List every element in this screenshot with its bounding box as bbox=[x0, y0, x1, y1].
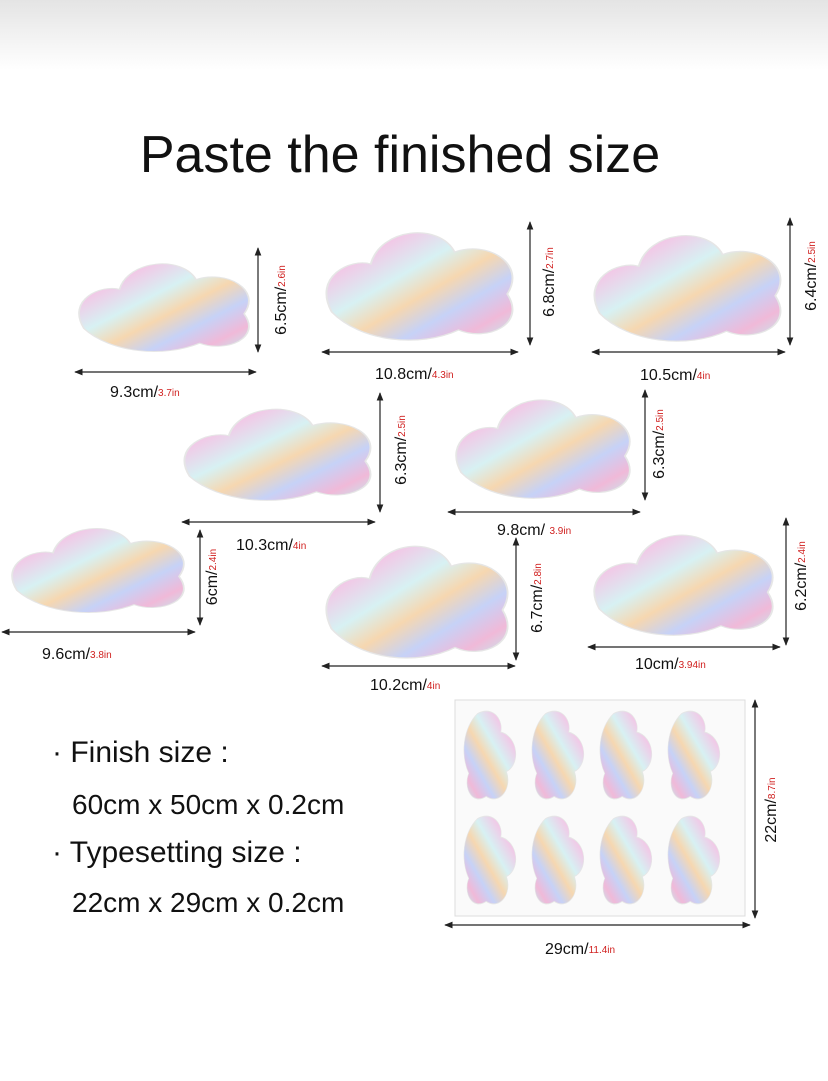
label-cm: 10.3cm/ bbox=[236, 537, 293, 554]
top-shade bbox=[0, 0, 828, 70]
cloud-body bbox=[667, 815, 720, 905]
label-in: 8.7in bbox=[767, 777, 778, 799]
cloud-body bbox=[599, 815, 652, 905]
dimension-label: 10.3cm/4in bbox=[236, 537, 306, 554]
label-in: 2.5in bbox=[397, 415, 408, 437]
dimension-label: 6.5cm/2.6in bbox=[273, 265, 290, 335]
dimension-label: 29cm/11.4in bbox=[545, 941, 615, 958]
dimension-label: 6cm/2.4in bbox=[204, 549, 221, 605]
label-cm: 6.8cm/ bbox=[541, 268, 558, 317]
dimension-label: 9.8cm/ 3.9in bbox=[497, 522, 571, 539]
cloud-body bbox=[455, 399, 631, 499]
dimension-label: 22cm/8.7in bbox=[763, 777, 780, 842]
label-cm: 6.3cm/ bbox=[651, 430, 668, 479]
label-in: 2.8in bbox=[533, 563, 544, 585]
label-cm: 9.3cm/ bbox=[110, 384, 159, 401]
label-cm: 9.6cm/ bbox=[42, 646, 91, 663]
spec-label: · Finish size : bbox=[52, 736, 229, 769]
label-cm: 29cm/ bbox=[545, 941, 589, 958]
spec-value: 22cm x 29cm x 0.2cm bbox=[72, 887, 344, 918]
cloud-body bbox=[593, 235, 782, 342]
label-in: 3.7in bbox=[158, 388, 180, 399]
label-cm: 6.4cm/ bbox=[803, 262, 820, 311]
label-cm: 6.7cm/ bbox=[529, 584, 546, 633]
label-in: 3.94in bbox=[679, 660, 706, 671]
dimension-label: 10.2cm/4in bbox=[370, 677, 440, 694]
label-cm: 6.2cm/ bbox=[793, 562, 810, 611]
cloud-body bbox=[463, 710, 516, 800]
cloud-body bbox=[531, 815, 584, 905]
spec-value: 60cm x 50cm x 0.2cm bbox=[72, 789, 344, 820]
cloud-body bbox=[599, 710, 652, 800]
dimension-label: 6.4cm/2.5in bbox=[803, 241, 820, 311]
cloud-body bbox=[78, 263, 250, 352]
label-in: 2.5in bbox=[655, 409, 666, 431]
label-cm: 6.3cm/ bbox=[393, 436, 410, 485]
label-cm: 9.8cm/ bbox=[497, 522, 549, 539]
dimension-label: 6.8cm/2.7in bbox=[541, 247, 558, 317]
label-in: 4.3in bbox=[432, 370, 454, 381]
label-cm: 22cm/ bbox=[763, 799, 780, 843]
label-in: 2.6in bbox=[277, 265, 288, 287]
cloud-body bbox=[325, 232, 514, 341]
spec-label: · Typesetting size : bbox=[52, 836, 302, 869]
dimension-label: 6.3cm/2.5in bbox=[651, 409, 668, 479]
cloud-body bbox=[325, 545, 509, 659]
label-cm: 6.5cm/ bbox=[273, 286, 290, 335]
label-in: 4in bbox=[293, 541, 306, 552]
cloud-body bbox=[463, 815, 516, 905]
title: Paste the finished size bbox=[140, 126, 660, 184]
dimension-label: 9.6cm/3.8in bbox=[42, 646, 112, 663]
dimension-label: 10.5cm/4in bbox=[640, 367, 710, 384]
label-cm: 10.5cm/ bbox=[640, 367, 697, 384]
label-in: 2.5in bbox=[807, 241, 818, 263]
dimension-label: 6.3cm/2.5in bbox=[393, 415, 410, 485]
label-in: 3.8in bbox=[90, 650, 112, 661]
label-in: 2.7in bbox=[545, 247, 556, 269]
label-in: 4in bbox=[697, 371, 710, 382]
label-in: 3.9in bbox=[549, 526, 571, 537]
dimension-label: 9.3cm/3.7in bbox=[110, 384, 180, 401]
cloud-body bbox=[531, 710, 584, 800]
label-cm: 10.8cm/ bbox=[375, 366, 432, 383]
cloud-body bbox=[667, 710, 720, 800]
label-in: 11.4in bbox=[589, 945, 616, 956]
label-in: 2.4in bbox=[797, 541, 808, 563]
dimension-label: 10.8cm/4.3in bbox=[375, 366, 454, 383]
dimension-label: 6.7cm/2.8in bbox=[529, 563, 546, 633]
dimension-label: 10cm/3.94in bbox=[635, 656, 706, 673]
label-in: 4in bbox=[427, 681, 440, 692]
cloud-body bbox=[593, 534, 774, 636]
label-cm: 10cm/ bbox=[635, 656, 679, 673]
dimension-label: 6.2cm/2.4in bbox=[793, 541, 810, 611]
specs: · Finish size : 60cm x 50cm x 0.2cm · Ty… bbox=[52, 736, 344, 918]
cloud-body bbox=[11, 528, 185, 613]
label-cm: 10.2cm/ bbox=[370, 677, 427, 694]
cloud-body bbox=[183, 408, 372, 501]
label-cm: 6cm/ bbox=[204, 570, 221, 605]
facet-line bbox=[162, 533, 175, 545]
label-in: 2.4in bbox=[208, 549, 219, 571]
